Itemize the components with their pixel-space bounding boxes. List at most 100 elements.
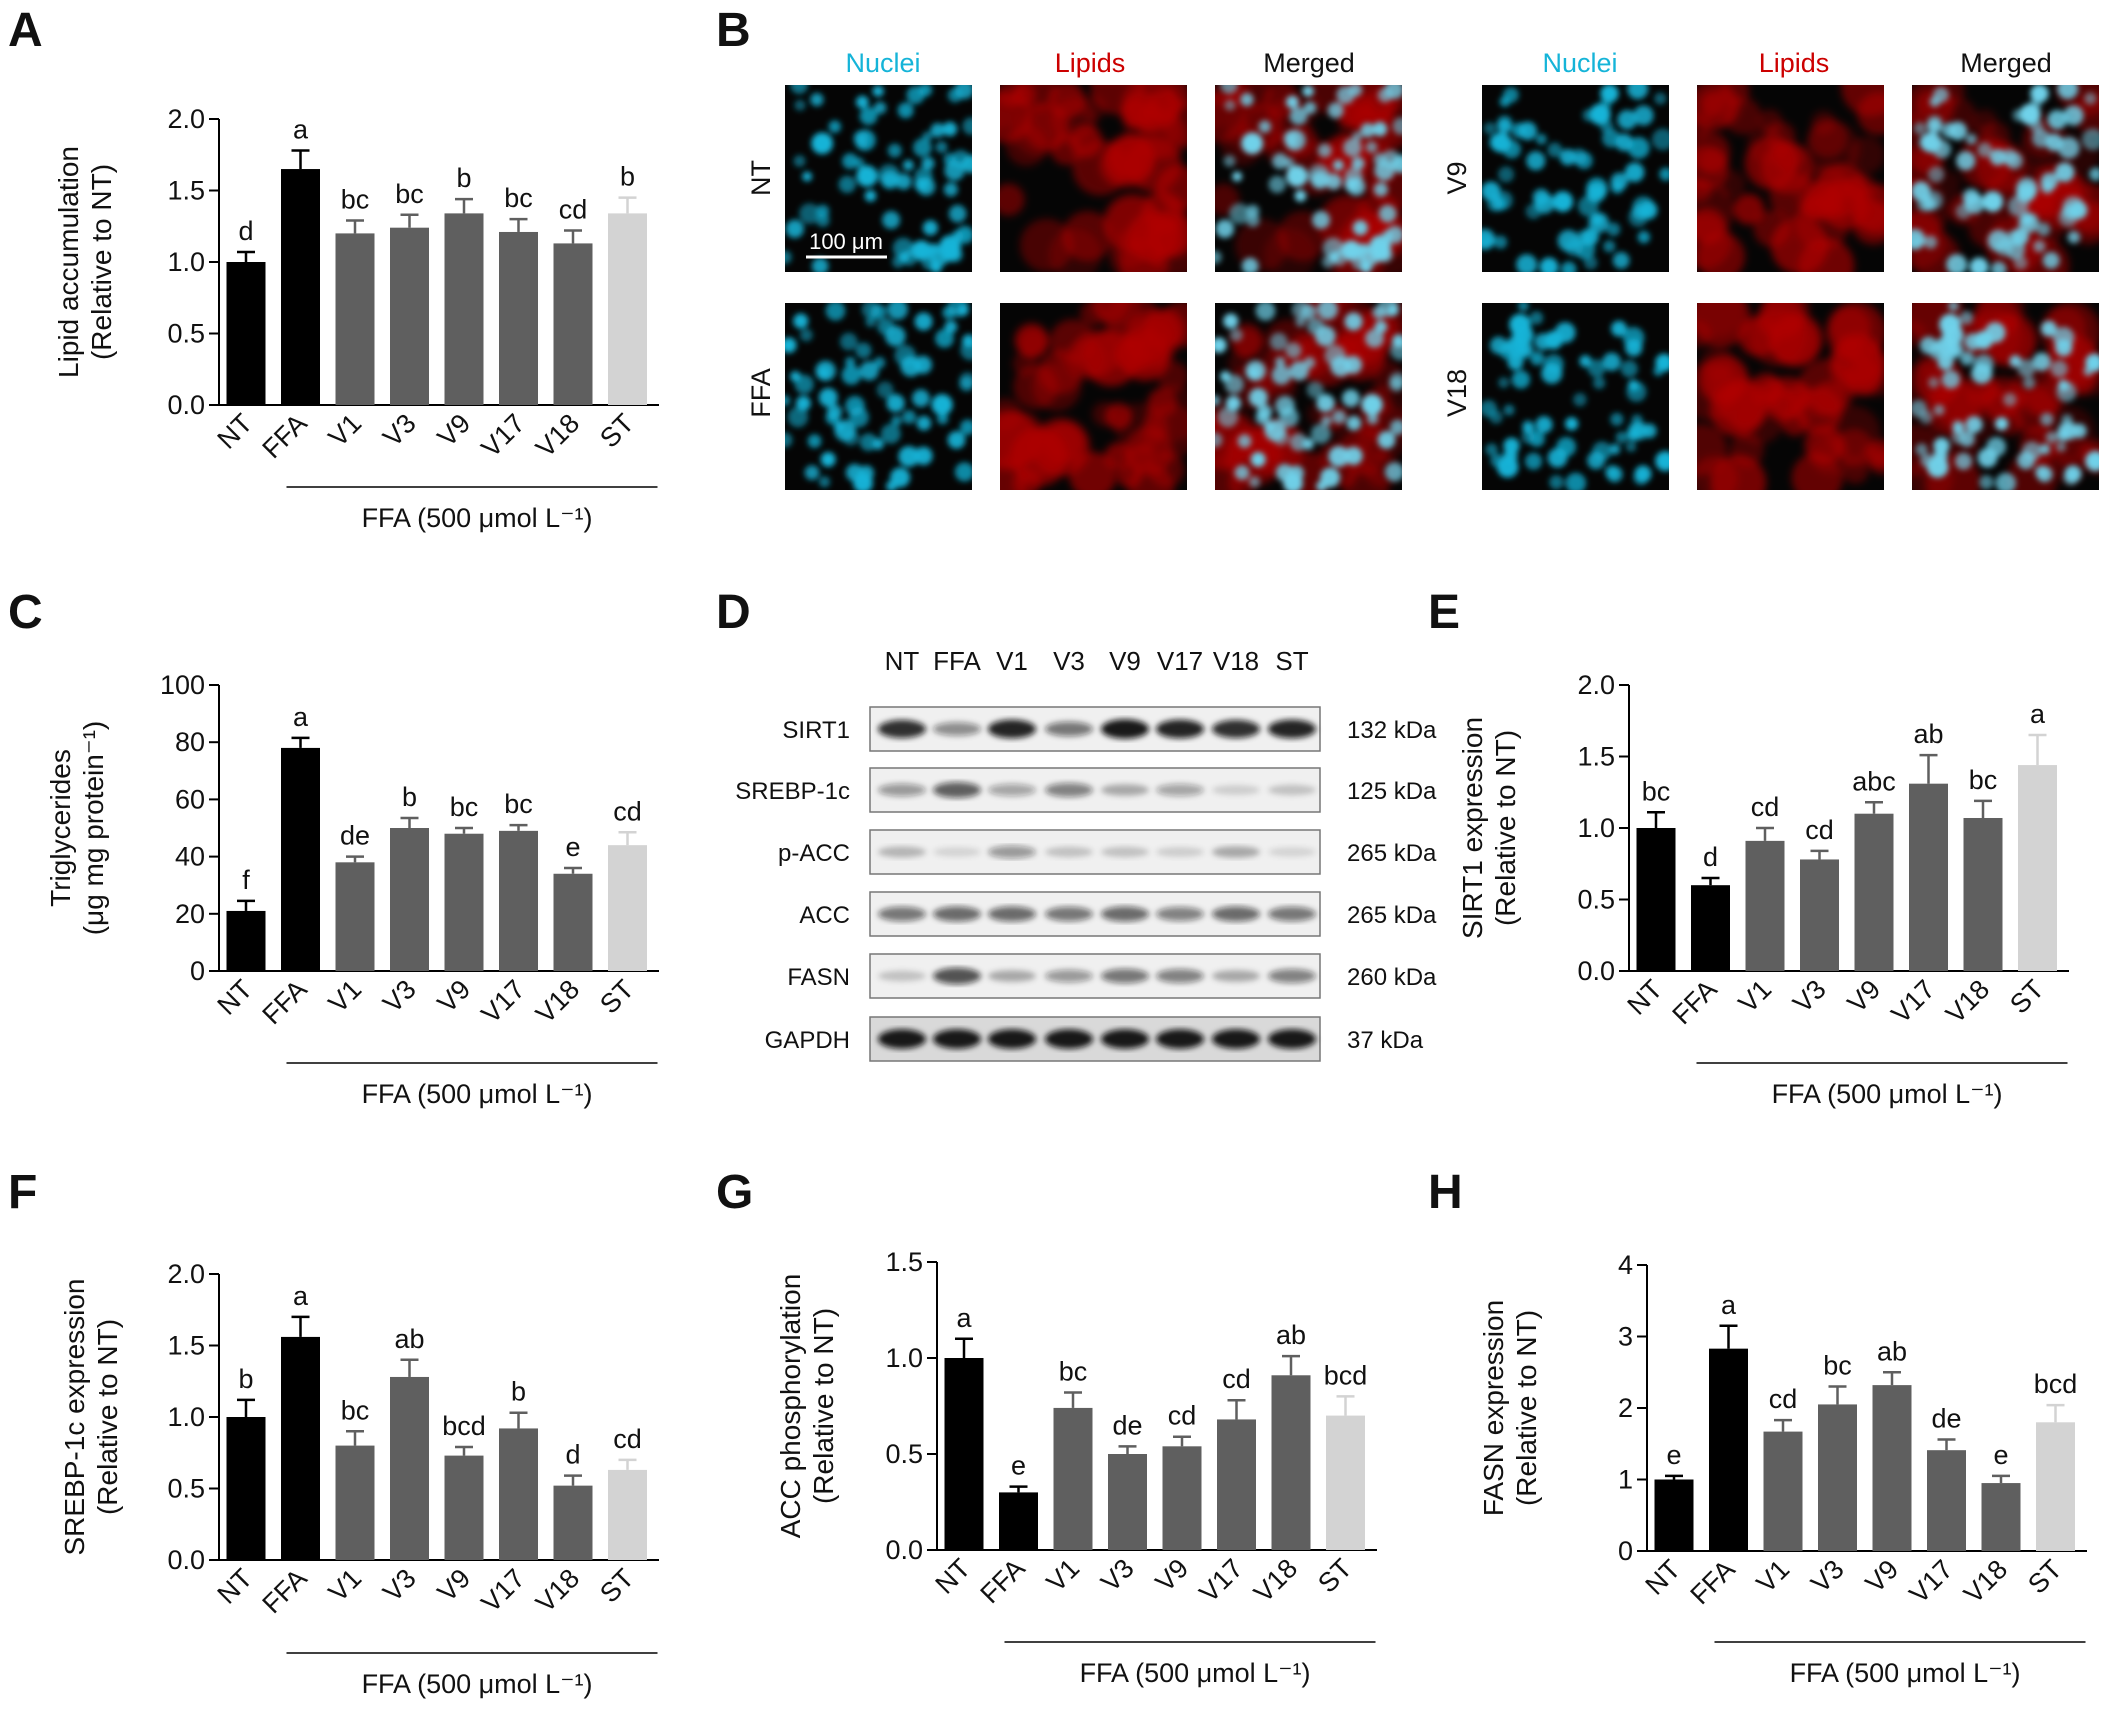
- x-tick-label-h: NT: [1640, 1554, 1687, 1601]
- x-tick-label-g: V1: [1041, 1553, 1086, 1598]
- significance-label-e: cd: [1805, 815, 1834, 845]
- wb-lane-label: FFA: [933, 646, 981, 676]
- x-tick-label-g: V18: [1248, 1553, 1303, 1608]
- significance-label-c: a: [293, 702, 309, 732]
- panel-label-b: B: [716, 4, 751, 57]
- wb-band: [1101, 906, 1149, 922]
- wb-band: [1045, 906, 1093, 922]
- bar-f-v9: [444, 1455, 484, 1560]
- x-tick-label-h: ST: [2022, 1554, 2068, 1600]
- bar-g-v9: [1162, 1446, 1202, 1550]
- x-tick-label-f: V18: [530, 1563, 585, 1618]
- micrograph-merged-ffa: [1215, 303, 1402, 490]
- wb-band: [1268, 719, 1316, 739]
- y-axis-sublabel-c: (μg mg protein⁻¹): [78, 721, 109, 936]
- x-tick-label-e: V18: [1940, 974, 1995, 1029]
- x-tick-label-a: V18: [530, 408, 585, 463]
- wb-kda-label: 265 kDa: [1347, 902, 1437, 929]
- significance-label-h: ab: [1877, 1336, 1907, 1366]
- significance-label-e: ab: [1913, 719, 1943, 749]
- x-tick-label-h: V17: [1904, 1554, 1959, 1609]
- bar-a-v9: [444, 213, 484, 405]
- wb-protein-label: SIRT1: [782, 717, 850, 744]
- significance-label-e: d: [1703, 842, 1718, 872]
- western-blot: NT FFA V1 V3 V9 V17 V18 ST SIRT1 132 kDa SREBP-1c 1…: [735, 646, 1437, 1062]
- micrograph-lipids-ffa: [1000, 303, 1187, 490]
- significance-label-g: de: [1112, 1410, 1142, 1440]
- wb-band: [1045, 783, 1093, 797]
- significance-label-c: de: [340, 821, 370, 851]
- y-axis-label-g: ACC phosphorylation: [775, 1274, 806, 1539]
- bar-e-nt: [1636, 828, 1676, 971]
- y-tick-label-h: 3: [1618, 1322, 1633, 1352]
- micrograph-lipids-v18: [1697, 303, 1884, 490]
- x-tick-label-e: V3: [1787, 974, 1832, 1019]
- bar-e-v9: [1854, 813, 1894, 971]
- wb-band: [1212, 719, 1260, 739]
- significance-label-c: bc: [450, 792, 479, 822]
- y-tick-label-c: 60: [175, 784, 205, 814]
- wb-band: [1156, 907, 1204, 921]
- bar-e-v1: [1745, 840, 1785, 971]
- bar-c-ffa: [281, 747, 320, 971]
- y-axis-sublabel-h: (Relative to NT): [1511, 1310, 1542, 1506]
- x-tick-label-h: V9: [1860, 1554, 1905, 1599]
- row-label-ffa: FFA: [746, 368, 776, 418]
- wb-band: [1045, 1029, 1093, 1049]
- wb-band: [878, 783, 926, 797]
- significance-label-c: e: [565, 832, 580, 862]
- micrograph-nuclei-v18: [1482, 303, 1669, 490]
- significance-label-e: cd: [1751, 792, 1780, 822]
- y-tick-label-e: 2.0: [1577, 670, 1615, 700]
- x-tick-label-h: V1: [1751, 1554, 1796, 1599]
- x-tick-label-h: V18: [1958, 1554, 2013, 1609]
- wb-band: [1268, 969, 1316, 983]
- y-tick-label-g: 1.0: [885, 1343, 923, 1373]
- header-lipids-left: Lipids: [1055, 48, 1126, 78]
- bar-g-v3: [1108, 1454, 1147, 1550]
- y-tick-label-c: 40: [175, 842, 205, 872]
- panel-label-a: A: [8, 4, 43, 57]
- significance-label-a: bc: [504, 183, 533, 213]
- significance-label-c: f: [242, 865, 250, 895]
- wb-band: [1156, 783, 1204, 797]
- x-tick-label-f: V1: [323, 1563, 368, 1608]
- wb-band: [1212, 1029, 1260, 1049]
- significance-label-a: a: [293, 114, 309, 144]
- wb-band: [933, 782, 981, 798]
- bar-c-v18: [553, 873, 593, 971]
- bar-h-nt: [1654, 1479, 1694, 1551]
- y-axis-label-f: SREBP-1c expression: [59, 1278, 90, 1555]
- panel-label-e: E: [1428, 586, 1460, 639]
- x-tick-label-a: NT: [212, 408, 259, 455]
- wb-band: [878, 1029, 926, 1049]
- bar-e-v3: [1800, 859, 1839, 971]
- x-tick-label-e: V17: [1886, 974, 1941, 1029]
- wb-protein-label: SREBP-1c: [735, 778, 850, 805]
- x-tick-label-f: V17: [476, 1563, 531, 1618]
- y-tick-label-f: 1.5: [167, 1331, 205, 1361]
- wb-lane-label: NT: [885, 646, 920, 676]
- x-tick-label-a: V3: [377, 408, 422, 453]
- header-nuclei-right: Nuclei: [1542, 48, 1617, 78]
- wb-band: [1045, 969, 1093, 983]
- significance-label-f: d: [565, 1440, 580, 1470]
- x-tick-label-f: NT: [212, 1563, 259, 1610]
- treatment-label-c: FFA (500 μmol L⁻¹): [362, 1079, 593, 1109]
- x-tick-label-a: V1: [323, 408, 368, 453]
- chart-h-fasn-expression: 0 1 2 3 4 FASN expression (Relative to NT) e NT a…: [1478, 1250, 2087, 1688]
- significance-label-f: ab: [394, 1324, 424, 1354]
- treatment-label-f: FFA (500 μmol L⁻¹): [362, 1669, 593, 1699]
- wb-band: [1101, 1029, 1149, 1049]
- wb-protein-label: ACC: [799, 902, 850, 929]
- bar-a-v18: [553, 243, 593, 405]
- wb-protein-label: FASN: [787, 964, 850, 991]
- panel-label-c: C: [8, 586, 43, 639]
- micrograph-grid: Nuclei Lipids Merged Nuclei Lipids Merge…: [746, 48, 2099, 490]
- micrograph-nuclei-ffa: [785, 303, 972, 490]
- treatment-label-a: FFA (500 μmol L⁻¹): [362, 503, 593, 533]
- x-tick-label-f: V3: [377, 1563, 422, 1608]
- x-tick-label-c: V9: [432, 974, 477, 1019]
- bar-a-nt: [226, 262, 266, 405]
- row-label-nt: NT: [746, 160, 776, 196]
